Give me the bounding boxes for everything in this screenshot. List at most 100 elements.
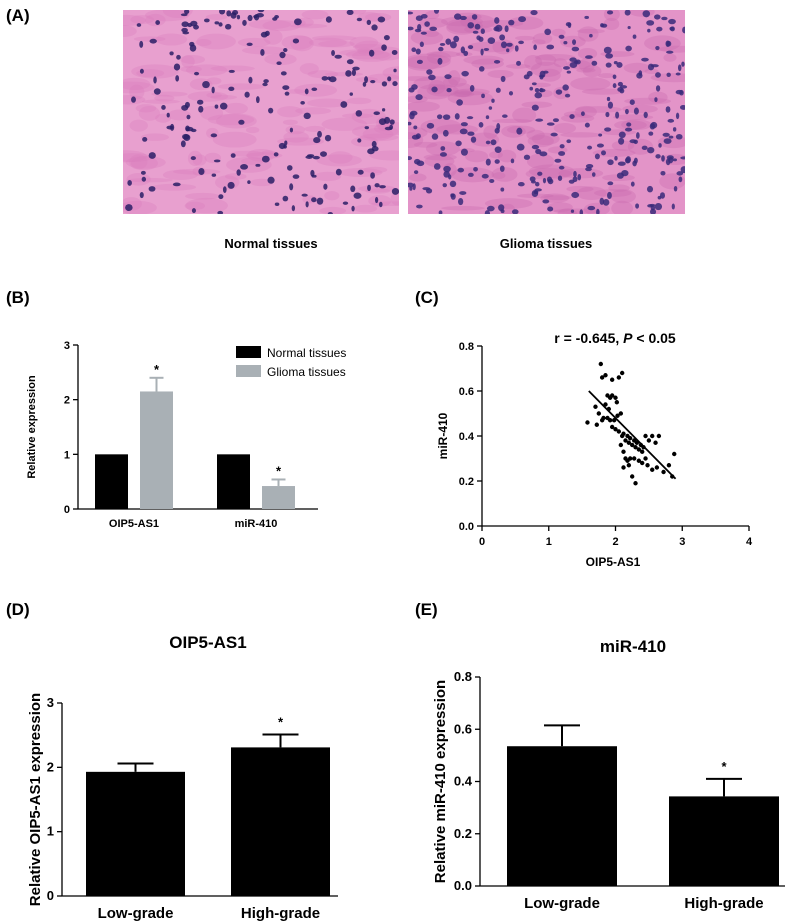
cell-nucleus xyxy=(596,143,604,148)
tissue-fiber xyxy=(135,104,157,113)
tissue-fiber xyxy=(123,150,148,163)
cell-nucleus xyxy=(518,16,527,23)
data-point xyxy=(627,456,633,461)
cell-nucleus xyxy=(294,18,302,26)
data-point xyxy=(643,433,648,439)
tissue-fiber xyxy=(245,126,260,134)
cell-nucleus xyxy=(470,136,477,143)
tissue-fiber xyxy=(543,195,572,201)
cell-nucleus xyxy=(455,140,462,147)
tissue-fiber xyxy=(185,197,228,214)
data-point xyxy=(640,449,645,454)
cell-nucleus xyxy=(304,88,309,95)
tissue-fiber xyxy=(318,40,355,48)
chart-d: 0 1 2 3 Low-grade * High-grade OIP5-AS1 Relative… xyxy=(27,633,338,922)
cell-nucleus xyxy=(420,14,428,19)
data-point xyxy=(672,451,677,457)
cell-nucleus xyxy=(667,118,675,123)
cell-nucleus xyxy=(289,127,294,133)
y-axis-label: Relative expression xyxy=(26,375,38,479)
cell-nucleus xyxy=(181,104,189,111)
cell-nucleus xyxy=(153,76,157,84)
tissue-fiber xyxy=(123,77,151,90)
cell-nucleus xyxy=(531,144,540,150)
tissue-fiber xyxy=(492,172,506,180)
cell-nucleus xyxy=(529,86,534,91)
tissue-fiber xyxy=(576,67,596,73)
cell-nucleus xyxy=(523,154,531,160)
cell-nucleus xyxy=(186,114,191,120)
tissue-fiber xyxy=(663,53,677,62)
cell-nucleus xyxy=(346,59,354,65)
cell-nucleus xyxy=(257,10,265,13)
tissue-fiber xyxy=(173,168,221,175)
tissue-fiber xyxy=(205,13,228,20)
cell-nucleus xyxy=(429,26,438,31)
y-axis-label: Relative miR-410 expression xyxy=(432,680,449,883)
cell-nucleus xyxy=(516,143,525,151)
cell-nucleus xyxy=(587,205,596,211)
tissue-fiber xyxy=(608,184,630,192)
cell-nucleus xyxy=(357,169,364,175)
data-point xyxy=(640,460,645,466)
cell-nucleus xyxy=(366,19,372,26)
cell-nucleus xyxy=(531,104,539,111)
tissue-fiber xyxy=(553,123,577,134)
cell-nucleus xyxy=(490,139,497,146)
cell-nucleus xyxy=(351,205,355,212)
tissue-fiber xyxy=(413,141,438,148)
tissue-fiber xyxy=(321,117,368,131)
cell-nucleus xyxy=(584,122,590,128)
cell-nucleus xyxy=(373,111,380,116)
cell-nucleus xyxy=(526,70,533,77)
cell-nucleus xyxy=(218,194,224,200)
cell-nucleus xyxy=(331,50,335,56)
cell-nucleus xyxy=(426,69,433,75)
cell-nucleus xyxy=(261,155,270,163)
cell-nucleus xyxy=(131,96,136,103)
cell-nucleus xyxy=(449,41,457,49)
cell-nucleus xyxy=(351,69,356,76)
x-tick-label: 0 xyxy=(479,536,485,548)
cell-nucleus xyxy=(436,114,443,120)
data-point xyxy=(621,431,626,436)
cell-nucleus xyxy=(533,44,537,51)
tissue-fiber xyxy=(301,10,329,20)
cell-nucleus xyxy=(378,118,387,126)
cell-nucleus xyxy=(409,186,413,191)
tissue-fiber xyxy=(508,16,544,30)
tissue-fiber xyxy=(245,152,283,159)
panel-label-d: (D) xyxy=(6,600,30,619)
cell-nucleus xyxy=(190,156,196,161)
cell-nucleus xyxy=(148,186,156,192)
cell-nucleus xyxy=(378,201,383,208)
cell-nucleus xyxy=(139,191,144,199)
cell-nucleus xyxy=(438,210,443,214)
cell-nucleus xyxy=(531,82,537,86)
tissue-fiber xyxy=(464,150,489,163)
cell-nucleus xyxy=(559,144,565,149)
tissue-fiber xyxy=(240,157,265,165)
tissue-fiber xyxy=(346,97,372,105)
cell-nucleus xyxy=(419,41,424,48)
cell-nucleus xyxy=(517,182,525,187)
cell-nucleus xyxy=(666,40,672,47)
tissue-fiber xyxy=(328,151,353,164)
tissue-fiber xyxy=(224,102,248,115)
y-tick-label: 1 xyxy=(47,824,54,839)
cell-nucleus xyxy=(408,182,414,188)
cell-nucleus xyxy=(605,53,614,59)
tissue-fiber xyxy=(210,94,238,100)
tissue-fiber xyxy=(349,10,367,15)
cell-nucleus xyxy=(181,21,189,28)
data-point xyxy=(629,474,635,479)
tissue-fiber xyxy=(144,10,190,22)
cell-nucleus xyxy=(424,21,430,27)
tissue-fiber xyxy=(450,91,475,98)
data-point xyxy=(621,465,626,470)
tissue-fiber xyxy=(353,204,378,213)
cell-nucleus xyxy=(357,138,362,143)
cell-nucleus xyxy=(381,108,386,112)
tissue-fiber xyxy=(277,137,325,146)
bar-normal-tissues xyxy=(217,454,250,509)
